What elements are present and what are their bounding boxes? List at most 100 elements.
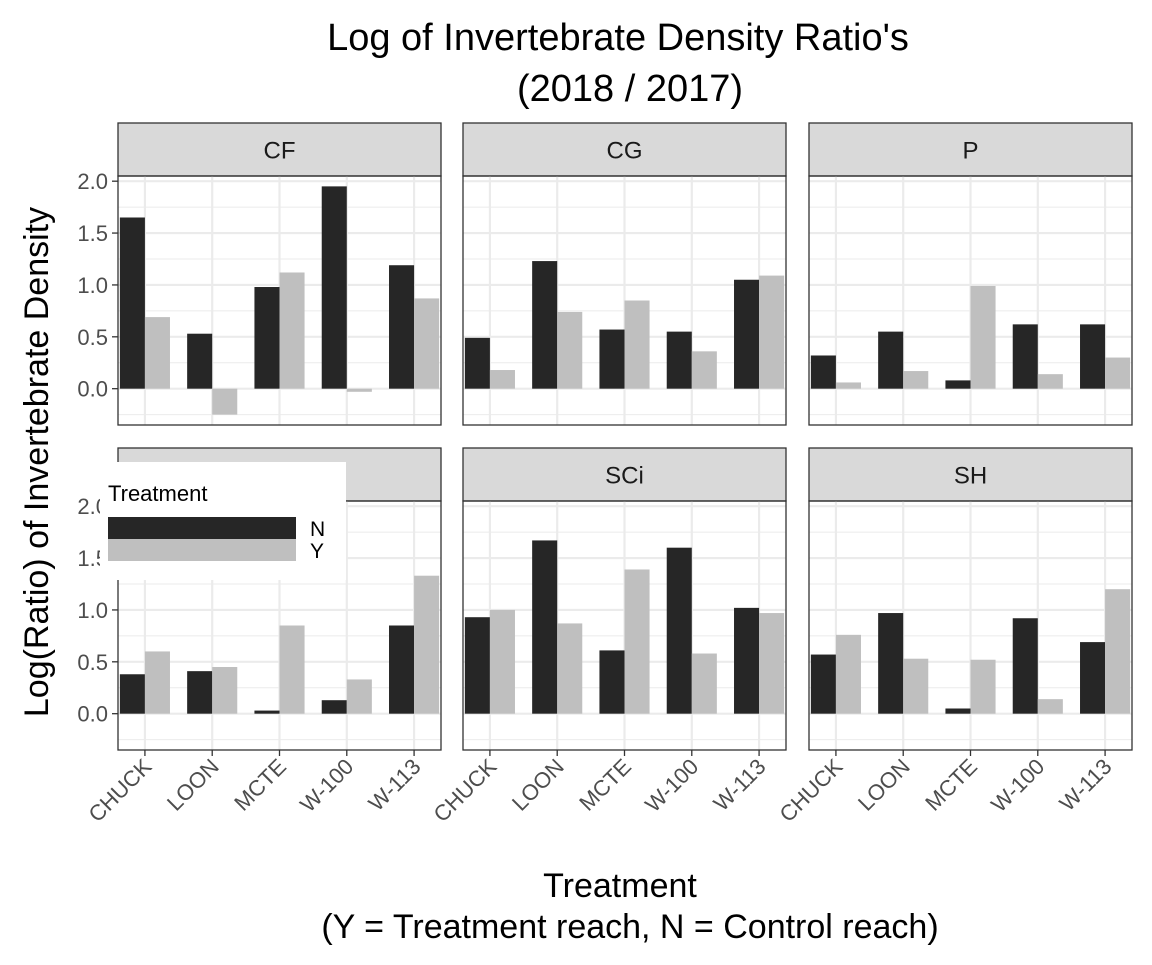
bar-n-w-100 (666, 547, 692, 714)
bar-y-mcte (279, 625, 305, 714)
strip-background (808, 447, 1133, 502)
bar-n-w-100 (321, 700, 347, 714)
bar-n-w-100 (321, 186, 347, 389)
x-tick-label: MCTE (229, 754, 291, 816)
x-tick-label: LOON (853, 754, 915, 816)
bar-n-mcte (599, 329, 625, 389)
legend-label-y: Y (310, 540, 324, 563)
bar-n-w-113 (389, 625, 415, 714)
x-tick-label: CHUCK (428, 754, 501, 827)
y-tick-label: 1.0 (77, 598, 108, 623)
x-tick-label: LOON (162, 754, 224, 816)
x-tick-label: MCTE (920, 754, 982, 816)
panel-cg: CG (462, 122, 787, 426)
bar-y-loon (212, 388, 238, 415)
bar-n-mcte (254, 710, 280, 714)
bar-n-loon (878, 331, 904, 389)
bar-n-w-100 (1012, 618, 1038, 714)
bar-y-chuck (835, 382, 861, 389)
x-axis-subtitle: (Y = Treatment reach, N = Control reach) (321, 908, 938, 946)
y-tick-label: 0.5 (77, 650, 108, 675)
legend-title: Treatment (108, 481, 207, 506)
bar-n-loon (187, 671, 213, 714)
strip-background (117, 122, 442, 177)
x-tick-label: W-113 (709, 754, 771, 816)
bar-n-w-113 (734, 279, 760, 389)
bar-y-w-113 (759, 613, 785, 714)
bar-n-chuck (810, 654, 836, 714)
chart-subtitle: (2018 / 2017) (517, 68, 743, 110)
x-axis-title: Treatment (543, 867, 697, 905)
legend-key-n (108, 517, 296, 539)
strip-label: P (962, 138, 978, 165)
y-axis-title: Log(Ratio) of Invertebrate Density (18, 207, 56, 717)
bar-y-w-100 (346, 388, 372, 392)
strip-label: CG (607, 138, 643, 165)
bar-y-loon (212, 667, 238, 714)
bar-y-w-113 (759, 275, 785, 389)
x-tick-label: W-100 (640, 754, 703, 817)
bar-y-loon (903, 658, 929, 714)
bar-n-loon (532, 261, 558, 389)
x-tick-label: W-100 (986, 754, 1049, 817)
bar-n-w-113 (389, 265, 415, 389)
bar-y-w-100 (1037, 699, 1063, 714)
bar-y-w-113 (414, 298, 440, 389)
bar-y-w-113 (414, 575, 440, 714)
y-tick-label: 1.0 (77, 273, 108, 298)
bar-y-loon (557, 623, 583, 714)
bar-n-chuck (464, 337, 490, 389)
bar-y-w-113 (1105, 589, 1131, 714)
bar-y-w-100 (1037, 374, 1063, 389)
bar-y-w-113 (1105, 357, 1131, 389)
bar-y-mcte (970, 659, 996, 714)
bar-n-mcte (945, 708, 971, 714)
bar-y-chuck (144, 651, 170, 714)
bar-n-chuck (119, 217, 145, 389)
legend: Treatment NY (100, 462, 346, 580)
x-tick-label: CHUCK (83, 754, 156, 827)
bar-n-loon (187, 333, 213, 389)
bar-n-mcte (254, 287, 280, 389)
bar-n-w-100 (666, 331, 692, 389)
bar-y-chuck (489, 370, 515, 389)
strip-background (462, 447, 787, 502)
bar-n-loon (532, 540, 558, 714)
chart-title: Log of Invertebrate Density Ratio's (327, 17, 909, 59)
bar-y-mcte (624, 300, 650, 389)
strip-label: CF (264, 138, 296, 165)
bar-y-w-100 (346, 679, 372, 714)
panel-sci: SCi CHUCK LOON MCTE W-100 W-113 (428, 447, 787, 827)
bar-n-w-113 (734, 607, 760, 714)
x-tick-label: W-113 (1055, 754, 1117, 816)
x-tick-label: LOON (507, 754, 569, 816)
bar-y-mcte (970, 285, 996, 389)
panel-border (117, 175, 442, 426)
bar-y-loon (557, 311, 583, 389)
bar-n-chuck (119, 674, 145, 714)
strip-label: SH (954, 463, 987, 490)
panel-border (462, 175, 787, 426)
strip-background (808, 122, 1133, 177)
bar-n-mcte (599, 650, 625, 714)
bar-n-loon (878, 613, 904, 714)
x-tick-label: MCTE (574, 754, 636, 816)
y-tick-label: 0.0 (77, 702, 108, 727)
bar-n-chuck (810, 355, 836, 389)
strip-label: SCi (605, 463, 644, 490)
legend-label-n: N (310, 518, 325, 541)
strip-background (462, 122, 787, 177)
bar-n-w-113 (1080, 324, 1106, 389)
y-tick-label: 2.0 (77, 169, 108, 194)
bar-y-chuck (835, 634, 861, 714)
panel-sh: SH CHUCK LOON MCTE W-100 W-113 (774, 447, 1133, 827)
bar-y-chuck (489, 609, 515, 714)
panel-border (808, 175, 1133, 426)
x-tick-label: W-100 (295, 754, 358, 817)
bar-n-chuck (464, 617, 490, 714)
bar-y-w-100 (691, 351, 717, 389)
bar-n-w-113 (1080, 642, 1106, 714)
x-tick-label: CHUCK (774, 754, 847, 827)
bar-y-loon (903, 371, 929, 389)
